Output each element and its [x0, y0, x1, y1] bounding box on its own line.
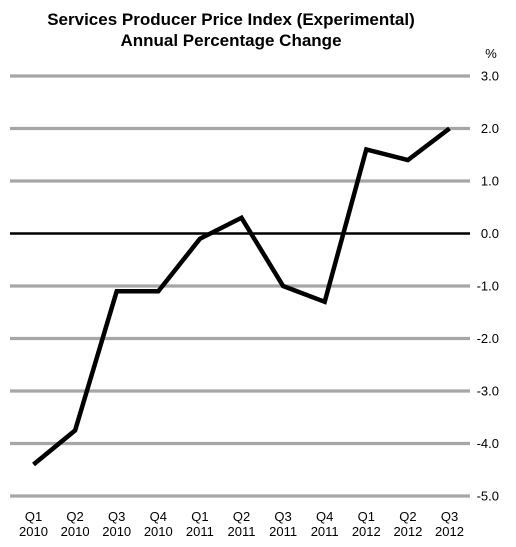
grid-lines [10, 76, 470, 496]
y-tick-label: 3.0 [481, 69, 499, 84]
y-tick-label: -3.0 [477, 384, 499, 399]
y-tick-label: 2.0 [481, 121, 499, 136]
y-tick-label: 0.0 [481, 226, 499, 241]
series-layer [33, 128, 449, 464]
y-tick-label: 1.0 [481, 174, 499, 189]
series-line [34, 129, 450, 465]
y-tick-label: -5.0 [477, 489, 499, 504]
y-tick-label: -4.0 [477, 436, 499, 451]
chart-title: Services Producer Price Index (Experimen… [47, 10, 415, 29]
y-tick-label: -1.0 [477, 279, 499, 294]
y-axis-tick-labels: 3.0 2.0 1.0 0.0 -1.0 -2.0 -3.0 -4.0 -5.0 [477, 69, 499, 504]
y-tick-label: -2.0 [477, 331, 499, 346]
chart-subtitle: Annual Percentage Change [120, 31, 341, 50]
y-axis-unit: % [485, 46, 497, 61]
